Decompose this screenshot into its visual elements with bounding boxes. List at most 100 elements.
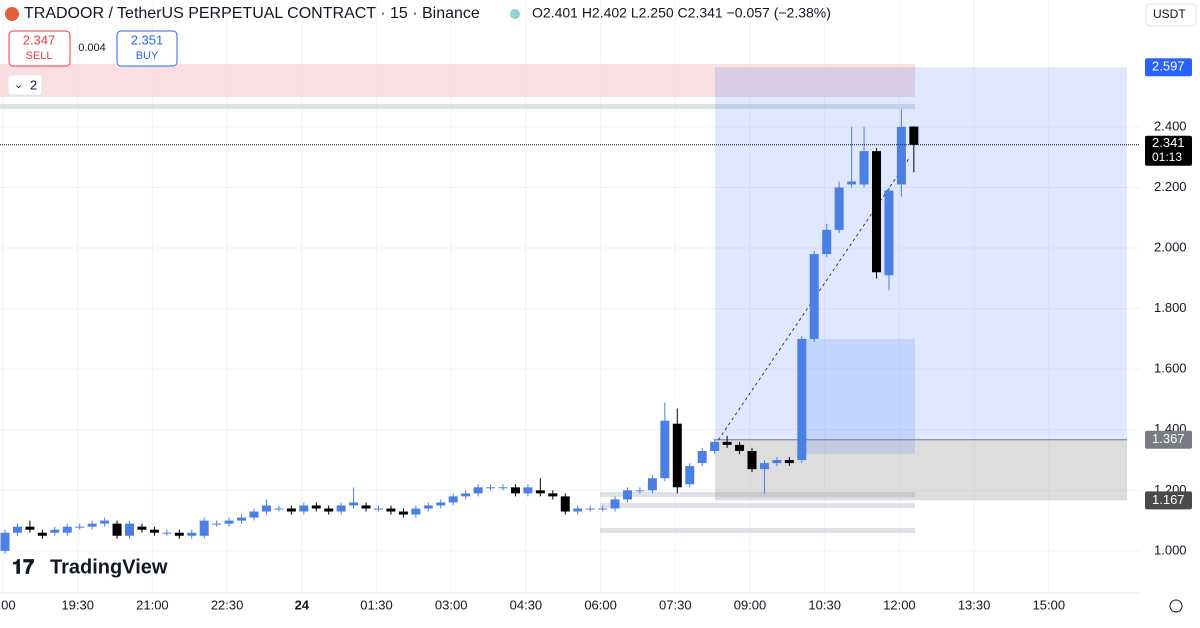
logo-text: TradingView: [50, 556, 168, 578]
candle-body: [249, 511, 259, 518]
candle-body: [872, 151, 881, 273]
x-tick-label: 12:00: [883, 597, 916, 612]
candle-body: [62, 526, 72, 533]
candle-body: [859, 151, 869, 185]
candle-body: [37, 532, 47, 536]
buy-price[interactable]: 2.351: [131, 32, 164, 47]
settings-icon[interactable]: [1169, 599, 1183, 613]
candle-body: [149, 529, 159, 533]
buy-button[interactable]: [116, 30, 178, 67]
candle-body: [50, 529, 60, 533]
sell-label[interactable]: SELL: [26, 50, 53, 62]
candle-body: [299, 505, 309, 512]
supply-zone: [0, 64, 915, 97]
x-tick-label: 01:30: [360, 597, 393, 612]
logo: 𝟏𝟕: [12, 556, 34, 578]
x-tick-label: 8:00: [0, 597, 16, 612]
candle-body: [523, 487, 533, 494]
candle-body: [12, 526, 22, 533]
candle-body: [834, 187, 844, 230]
y-tick-label: 2.000: [1154, 239, 1187, 254]
candle-body: [0, 532, 10, 551]
symbol-title: TRADOOR / TetherUS PERPETUAL CONTRACT · …: [24, 5, 480, 22]
last-price-tag: [1145, 135, 1192, 166]
sell-price[interactable]: 2.347: [23, 32, 56, 47]
candle-body: [822, 229, 832, 255]
candle-body: [809, 254, 819, 339]
x-tick-label: 03:00: [435, 597, 468, 612]
x-tick-label: 04:30: [510, 597, 543, 612]
candle-body: [374, 508, 383, 510]
currency-button[interactable]: [1145, 3, 1197, 27]
buy-label[interactable]: BUY: [136, 50, 159, 62]
candle-body: [498, 487, 508, 489]
spread: 0.004: [78, 42, 106, 54]
candle-body: [423, 505, 433, 509]
x-tick-label: 13:30: [958, 597, 991, 612]
candle-body: [125, 523, 134, 536]
ohlc: O2.401 H2.402 L2.250 C2.341 −0.057 (−2.3…: [532, 5, 831, 21]
candle-body: [510, 487, 520, 494]
candle-body: [311, 505, 321, 509]
target-tag: [1145, 58, 1192, 77]
stop-tag: [1145, 491, 1192, 510]
candle-body: [212, 523, 222, 525]
indicator-toggle[interactable]: [7, 74, 43, 96]
candle-body: [386, 508, 396, 512]
fill-zone: [805, 338, 915, 454]
candle-body: [361, 505, 371, 509]
candle-body: [162, 532, 172, 534]
entry-label: 1.367: [1152, 431, 1185, 446]
candle-body: [535, 490, 545, 494]
stop-zone: [715, 439, 1127, 501]
candle-body: [237, 517, 247, 521]
candle-body: [199, 520, 209, 536]
candle-body: [610, 499, 620, 509]
candle-body: [747, 450, 757, 470]
candle-body: [685, 466, 695, 485]
x-tick-label: 24: [295, 597, 310, 612]
target-label: 2.597: [1152, 59, 1185, 74]
candle-body: [224, 520, 234, 524]
x-tick-label: 07:30: [659, 597, 692, 612]
candle-body: [75, 526, 85, 528]
candle-body: [722, 441, 732, 445]
candle-body: [598, 508, 608, 510]
candle-body: [87, 523, 97, 527]
candle-body: [473, 487, 483, 494]
symbol-icon: [5, 7, 19, 21]
candle-body: [436, 502, 446, 506]
candle-body: [896, 126, 906, 185]
indicator-count[interactable]: 2: [30, 77, 37, 92]
candle-body: [324, 508, 334, 512]
candle-body: [349, 502, 359, 506]
candle-body: [187, 532, 197, 536]
candle-body: [573, 508, 583, 512]
level-band: [600, 528, 915, 533]
candle-body: [461, 493, 471, 497]
candle-body: [448, 496, 458, 503]
y-tick-label: 1.000: [1154, 542, 1187, 557]
candle-body: [759, 463, 769, 470]
chevron[interactable]: ⌄: [14, 79, 23, 91]
x-tick-label: 06:00: [584, 597, 617, 612]
candle-body: [560, 496, 570, 512]
candle-body: [784, 460, 794, 464]
y-tick-label: 1.800: [1154, 300, 1187, 315]
x-tick-label: 21:00: [136, 597, 169, 612]
y-tick-label: 1.600: [1154, 361, 1187, 376]
y-tick-label: 2.200: [1154, 179, 1187, 194]
x-tick-label: 15:00: [1033, 597, 1066, 612]
x-tick-label: 19:30: [61, 597, 94, 612]
x-tick-label: 09:00: [734, 597, 767, 612]
candle-body: [100, 520, 110, 524]
currency[interactable]: USDT: [1153, 7, 1186, 21]
stop-label: 1.167: [1152, 492, 1185, 507]
candle-body: [623, 490, 632, 500]
candle-body: [909, 126, 919, 145]
candle-body: [137, 526, 147, 530]
sell-button[interactable]: [8, 30, 71, 67]
